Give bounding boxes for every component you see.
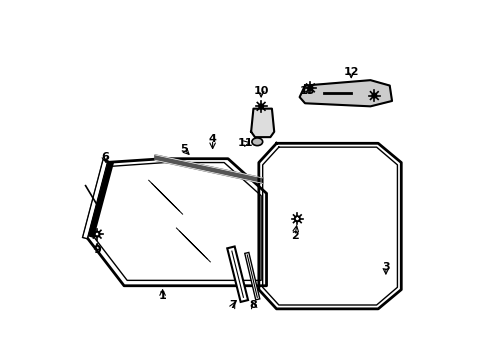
Polygon shape <box>259 143 401 309</box>
Polygon shape <box>86 159 267 286</box>
Text: 4: 4 <box>209 134 217 144</box>
Text: 7: 7 <box>229 300 237 310</box>
Polygon shape <box>300 80 392 106</box>
Text: 13: 13 <box>300 86 315 96</box>
Circle shape <box>372 93 377 98</box>
Text: 5: 5 <box>180 144 188 154</box>
Text: 1: 1 <box>159 291 167 301</box>
Text: 12: 12 <box>343 67 359 77</box>
Text: 8: 8 <box>249 300 257 310</box>
Text: 2: 2 <box>291 231 299 241</box>
Text: 9: 9 <box>93 244 101 255</box>
Ellipse shape <box>252 138 263 145</box>
Circle shape <box>259 104 264 109</box>
Text: 3: 3 <box>382 261 390 271</box>
Text: 11: 11 <box>238 138 253 148</box>
Polygon shape <box>251 109 274 137</box>
Text: 10: 10 <box>253 86 269 96</box>
Circle shape <box>308 86 313 90</box>
Text: 6: 6 <box>101 152 109 162</box>
Polygon shape <box>155 155 263 183</box>
